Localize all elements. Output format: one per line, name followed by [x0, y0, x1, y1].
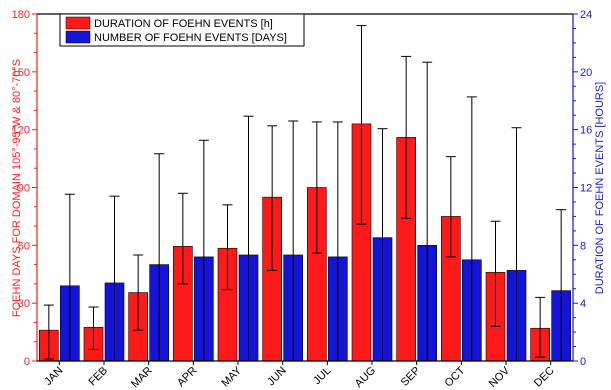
- error-bar-duration-jul: [311, 121, 322, 254]
- error-bar-number-sep: [422, 61, 433, 361]
- y-tick-label-right: 8: [580, 240, 586, 252]
- y-tick-label-right: 20: [580, 67, 592, 79]
- x-tick-label-jun: JUN: [265, 365, 289, 389]
- error-bar-duration-jun: [267, 125, 278, 271]
- y-tick-label-left: 60: [18, 240, 30, 252]
- error-bar-number-mar: [154, 153, 165, 361]
- error-bar-number-jul: [332, 121, 343, 361]
- y-tick-label-right: 16: [580, 125, 592, 137]
- error-bar-number-aug: [377, 128, 388, 361]
- x-tick-label-aug: AUG: [353, 365, 378, 390]
- legend: DURATION OF FOEHN EVENTS [h] NUMBER OF F…: [59, 13, 305, 47]
- error-bar-number-oct: [466, 96, 477, 361]
- x-tick-label-sep: SEP: [399, 365, 423, 389]
- error-bar-number-jan: [64, 193, 75, 361]
- legend-box: [59, 13, 305, 47]
- y-tick-label-right: 4: [580, 298, 586, 310]
- y-axis-label-left: FOEHN DAYS FOR DOMAIN 105°-95°W & 80°-70…: [11, 59, 23, 317]
- error-bar-duration-apr: [177, 192, 188, 285]
- legend-swatch-duration: [65, 16, 91, 30]
- error-bar-duration-oct: [445, 156, 456, 258]
- error-bar-duration-feb: [88, 306, 99, 350]
- error-bar-duration-jan: [43, 304, 54, 360]
- legend-swatch-number: [65, 30, 91, 44]
- error-bar-duration-aug: [356, 25, 367, 225]
- x-tick-label-apr: APR: [175, 365, 200, 390]
- error-bar-number-dec: [556, 209, 567, 361]
- error-bar-duration-may: [222, 204, 233, 291]
- error-bar-number-may: [243, 115, 254, 361]
- bars-layer: [39, 123, 571, 362]
- error-bar-number-nov: [511, 127, 522, 361]
- x-tick-label-jan: JAN: [42, 365, 65, 388]
- x-tick-label-mar: MAR: [129, 365, 155, 390]
- x-tick-label-oct: OCT: [443, 364, 468, 389]
- legend-label-number: NUMBER OF FOEHN EVENTS [DAYS]: [94, 32, 287, 44]
- error-bar-number-jun: [288, 120, 299, 361]
- error-bar-duration-dec: [535, 296, 546, 358]
- error-bar-number-feb: [109, 195, 120, 361]
- x-tick-label-dec: DEC: [532, 365, 557, 390]
- y-axis-label-right: DURATION OF FOEHN EVENTS [HOURS]: [594, 82, 606, 294]
- x-tick-label-may: MAY: [219, 364, 244, 389]
- error-bars-layer: [43, 25, 567, 361]
- x-tick-label-nov: NOV: [487, 364, 513, 390]
- y-tick-label-left: 90: [18, 183, 30, 195]
- x-tick-label-feb: FEB: [86, 365, 110, 389]
- error-bar-number-apr: [198, 139, 209, 361]
- y-tick-label-right: 24: [580, 9, 592, 21]
- error-bar-duration-nov: [490, 220, 501, 327]
- y-tick-label-left: 0: [24, 356, 30, 368]
- y-tick-label-left: 180: [12, 9, 30, 21]
- y-tick-label-left: 30: [18, 298, 30, 310]
- y-tick-label-left: 150: [12, 67, 30, 79]
- error-bar-duration-mar: [133, 254, 144, 331]
- x-tick-label-jul: JUL: [311, 365, 333, 387]
- y-tick-label-right: 12: [580, 183, 592, 195]
- error-bar-duration-sep: [401, 55, 412, 219]
- y-tick-label-right: 0: [580, 356, 586, 368]
- legend-label-duration: DURATION OF FOEHN EVENTS [h]: [94, 18, 273, 30]
- y-tick-label-left: 120: [12, 125, 30, 137]
